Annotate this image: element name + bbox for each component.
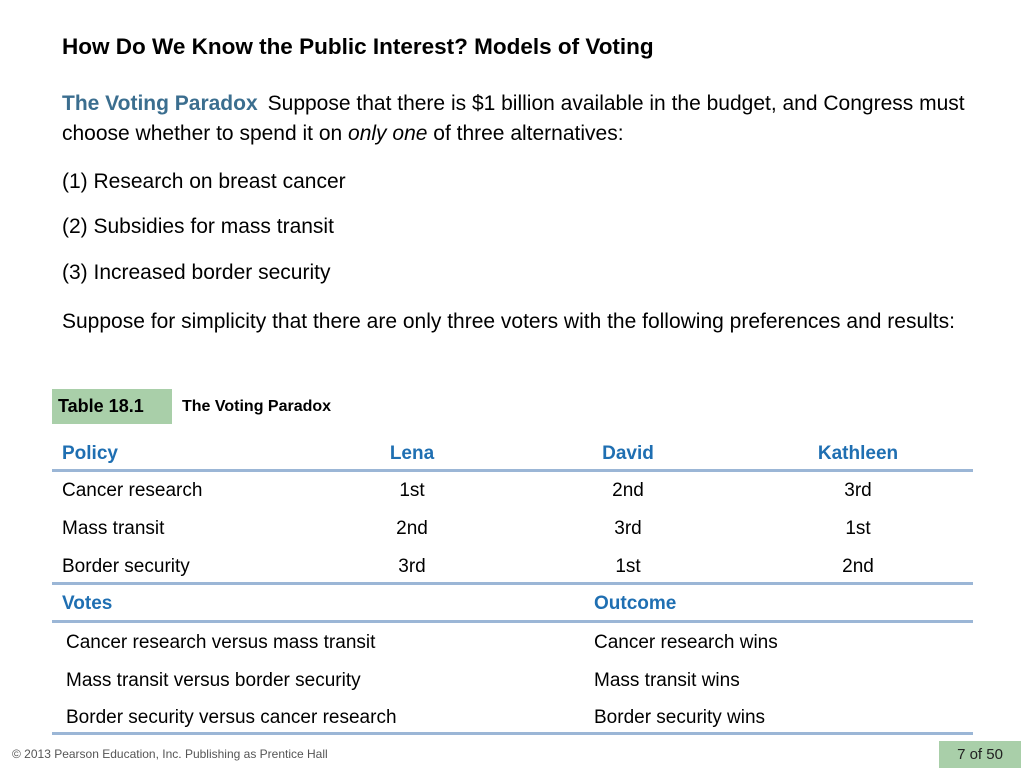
outcome-cell: Border security wins xyxy=(594,707,766,728)
vote-cell: Mass transit versus border security xyxy=(66,670,361,691)
copyright-notice: © 2013 Pearson Education, Inc. Publishin… xyxy=(12,747,328,761)
header-policy: Policy xyxy=(62,443,118,464)
row-policy: Mass transit xyxy=(62,518,165,539)
table-tag: Table 18.1 xyxy=(52,389,172,424)
vote-cell: Cancer research versus mass transit xyxy=(66,632,376,653)
header-david: David xyxy=(602,443,654,464)
row-kathleen: 2nd xyxy=(842,556,874,577)
row-lena: 3rd xyxy=(398,556,426,577)
alternative-2: (2) Subsidies for mass transit xyxy=(62,215,334,238)
intro-text-before: Suppose that there is $1 billion availab… xyxy=(62,92,965,145)
row-policy: Border security xyxy=(62,556,190,577)
row-kathleen: 1st xyxy=(845,518,871,539)
page-indicator: 7 of 50 xyxy=(939,741,1021,768)
closing-paragraph: Suppose for simplicity that there are on… xyxy=(62,310,955,333)
intro-text-after: of three alternatives: xyxy=(427,122,624,145)
row-lena: 2nd xyxy=(396,518,428,539)
row-lena: 1st xyxy=(399,480,425,501)
table-rule xyxy=(52,620,973,623)
table-rule xyxy=(52,582,973,585)
row-david: 1st xyxy=(615,556,641,577)
row-david: 3rd xyxy=(614,518,642,539)
intro-paragraph: The Voting Paradox Suppose that there is … xyxy=(62,89,1002,149)
alternative-3: (3) Increased border security xyxy=(62,261,331,284)
table-rule xyxy=(52,732,973,735)
intro-emphasis: only one xyxy=(348,122,428,145)
vote-cell: Border security versus cancer research xyxy=(66,707,397,728)
outcome-cell: Mass transit wins xyxy=(594,670,740,691)
alternative-1: (1) Research on breast cancer xyxy=(62,170,346,193)
header-outcome: Outcome xyxy=(594,593,677,614)
row-kathleen: 3rd xyxy=(844,480,872,501)
table-rule xyxy=(52,469,973,472)
intro-heading: The Voting Paradox xyxy=(62,92,258,115)
header-kathleen: Kathleen xyxy=(817,443,899,464)
slide-title: How Do We Know the Public Interest? Mode… xyxy=(62,34,654,59)
header-lena: Lena xyxy=(389,443,435,464)
table-caption: The Voting Paradox xyxy=(182,398,332,415)
row-policy: Cancer research xyxy=(62,480,203,501)
outcome-cell: Cancer research wins xyxy=(594,632,778,653)
header-votes: Votes xyxy=(62,593,113,614)
row-david: 2nd xyxy=(612,480,644,501)
